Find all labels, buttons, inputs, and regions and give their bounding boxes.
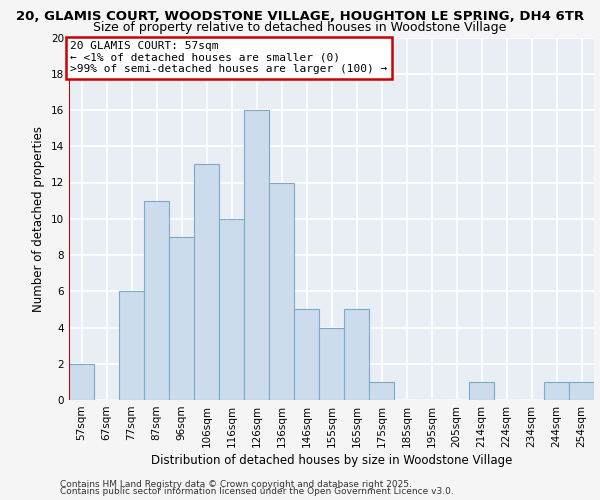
Bar	[169, 237, 194, 400]
Bar	[544, 382, 569, 400]
X-axis label: Distribution of detached houses by size in Woodstone Village: Distribution of detached houses by size …	[151, 454, 512, 467]
Bar	[119, 291, 144, 400]
Bar	[319, 328, 344, 400]
Text: Size of property relative to detached houses in Woodstone Village: Size of property relative to detached ho…	[94, 22, 506, 35]
Y-axis label: Number of detached properties: Number of detached properties	[32, 126, 46, 312]
Bar	[194, 164, 219, 400]
Bar	[469, 382, 494, 400]
Bar	[69, 364, 94, 400]
Text: Contains public sector information licensed under the Open Government Licence v3: Contains public sector information licen…	[60, 487, 454, 496]
Text: 20, GLAMIS COURT, WOODSTONE VILLAGE, HOUGHTON LE SPRING, DH4 6TR: 20, GLAMIS COURT, WOODSTONE VILLAGE, HOU…	[16, 10, 584, 23]
Bar	[269, 182, 294, 400]
Bar	[219, 219, 244, 400]
Bar	[569, 382, 594, 400]
Bar	[344, 310, 369, 400]
Bar	[144, 200, 169, 400]
Bar	[244, 110, 269, 400]
Text: Contains HM Land Registry data © Crown copyright and database right 2025.: Contains HM Land Registry data © Crown c…	[60, 480, 412, 489]
Bar	[369, 382, 394, 400]
Bar	[294, 310, 319, 400]
Text: 20 GLAMIS COURT: 57sqm
← <1% of detached houses are smaller (0)
>99% of semi-det: 20 GLAMIS COURT: 57sqm ← <1% of detached…	[70, 41, 388, 74]
